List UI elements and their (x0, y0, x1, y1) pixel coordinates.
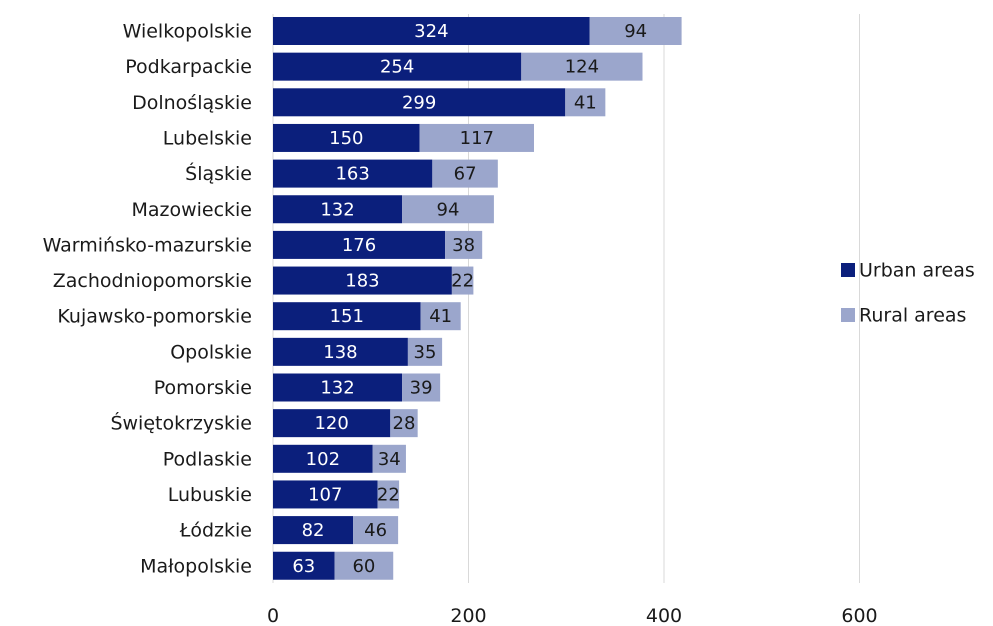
bar-urban (273, 230, 446, 259)
bar-rural (589, 17, 682, 45)
data-label: 39 (410, 378, 433, 399)
category-label: Świętokrzyskie (110, 411, 252, 435)
data-label: 120 (314, 413, 348, 434)
data-label: 132 (320, 199, 354, 220)
bar-rural (451, 266, 474, 295)
bar-urban (273, 88, 566, 117)
data-label: 107 (308, 484, 342, 505)
x-tick-label: 200 (450, 605, 486, 626)
bars: 324 94 254 124 299 41 150 117 163 67 132 94 176 38 183… (273, 17, 682, 580)
category-label: Warmińsko-mazurskie (43, 234, 252, 256)
bar-rural (407, 337, 443, 366)
category-label: Pomorskie (154, 377, 252, 399)
x-tick-label: 0 (267, 605, 279, 626)
data-label: 151 (330, 306, 364, 327)
category-label: Małopolskie (140, 555, 252, 577)
data-label: 324 (414, 21, 448, 42)
category-labels: Wielkopolskie Podkarpackie Dolnośląskie Lub… (43, 21, 252, 578)
category-label: Opolskie (170, 341, 252, 363)
data-label: 102 (306, 449, 340, 470)
bar-urban (273, 266, 452, 295)
x-tick-label: 400 (646, 605, 682, 626)
legend-label: Rural areas (859, 305, 966, 327)
category-label: Zachodniopomorskie (53, 270, 252, 292)
data-label: 299 (402, 92, 436, 113)
category-label: Łódzkie (179, 520, 252, 542)
data-label: 22 (377, 484, 400, 505)
bar-rural (377, 480, 400, 509)
data-label: 254 (380, 57, 414, 78)
bar-urban (273, 551, 335, 580)
bar-rural (419, 123, 534, 152)
bar-urban (273, 123, 420, 152)
data-label: 82 (302, 520, 325, 541)
bar-rural (432, 159, 498, 188)
bar-rural (390, 409, 418, 438)
bar-urban (273, 480, 378, 509)
bar-urban (273, 516, 354, 545)
bar-rural (353, 516, 399, 545)
bar-rural (565, 88, 606, 117)
data-label: 46 (364, 520, 387, 541)
category-label: Dolnośląskie (132, 92, 252, 114)
bar-urban (273, 444, 373, 473)
category-label: Podlaskie (163, 448, 252, 470)
data-label: 124 (565, 57, 599, 78)
legend-label: Urban areas (859, 260, 975, 282)
data-label: 38 (452, 235, 475, 256)
bar-urban (273, 195, 403, 224)
bar-urban (273, 159, 433, 188)
category-label: Śląskie (185, 161, 252, 185)
data-label: 183 (345, 271, 379, 292)
category-label: Lubuskie (168, 484, 252, 506)
bar-urban (273, 373, 403, 402)
category-label: Wielkopolskie (123, 21, 252, 43)
data-label: 22 (451, 271, 474, 292)
data-label: 41 (429, 306, 452, 327)
legend-swatch (841, 263, 855, 277)
data-label: 28 (393, 413, 416, 434)
legend-swatch (841, 308, 855, 322)
data-label: 117 (460, 128, 494, 149)
bar-urban (273, 17, 590, 45)
bar-rural (402, 373, 441, 402)
data-label: 138 (323, 342, 357, 363)
bar-rural (521, 52, 643, 81)
category-label: Mazowieckie (131, 199, 252, 221)
bar-urban (273, 337, 408, 366)
data-label: 63 (292, 556, 315, 577)
data-label: 34 (378, 449, 401, 470)
data-label: 94 (437, 199, 460, 220)
data-label: 163 (335, 164, 369, 185)
data-label: 94 (624, 21, 647, 42)
data-label: 150 (329, 128, 363, 149)
x-tick-label: 600 (841, 605, 877, 626)
data-label: 132 (320, 378, 354, 399)
bar-rural (372, 444, 406, 473)
data-label: 67 (454, 164, 477, 185)
bar-rural (420, 302, 461, 331)
x-tick-labels: 0 200 400 600 (267, 605, 878, 626)
bar-urban (273, 302, 421, 331)
bar-urban (273, 409, 391, 438)
data-label: 176 (342, 235, 376, 256)
legend: Urban areas Rural areas (841, 260, 975, 327)
bar-rural (334, 551, 394, 580)
bar-urban (273, 52, 522, 81)
data-label: 35 (414, 342, 437, 363)
category-label: Kujawsko-pomorskie (57, 306, 252, 328)
category-label: Lubelskie (163, 127, 252, 149)
data-label: 60 (352, 556, 375, 577)
bar-rural (445, 230, 483, 259)
category-label: Podkarpackie (125, 56, 252, 78)
data-label: 41 (574, 92, 597, 113)
bar-rural (402, 195, 494, 224)
